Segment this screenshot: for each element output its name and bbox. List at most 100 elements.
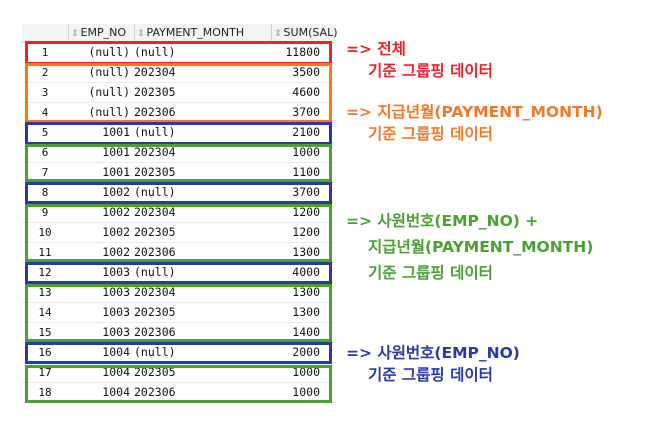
table-row[interactable]: 17 1004 202305 1000: [22, 363, 334, 383]
annotation-line: => 사원번호(EMP_NO) +: [346, 212, 539, 230]
row-number: 5: [41, 126, 49, 139]
table-row[interactable]: 11 1002 202306 1300: [22, 243, 334, 263]
table-row[interactable]: 2 (null) 202304 3500: [22, 63, 334, 83]
cell-sum-sal[interactable]: 2100: [292, 125, 320, 139]
group-box-emp-month-1003: [25, 284, 332, 342]
grid-header: ⇕ EMP_NO ⇕ PAYMENT_MONTH ⇕ SUM(SAL): [22, 24, 338, 43]
column-header-emp-no[interactable]: ⇕ EMP_NO: [68, 24, 135, 42]
column-header-payment-month[interactable]: ⇕ PAYMENT_MONTH: [134, 24, 272, 42]
cell-emp-no[interactable]: 1002: [102, 225, 130, 239]
cell-sum-sal[interactable]: 4600: [292, 85, 320, 99]
cell-sum-sal[interactable]: 2000: [292, 345, 320, 359]
cell-payment-month[interactable]: 202305: [134, 365, 176, 379]
table-row[interactable]: 14 1003 202305 1300: [22, 303, 334, 323]
cell-sum-sal[interactable]: 1100: [292, 165, 320, 179]
cell-emp-no[interactable]: (null): [88, 65, 130, 79]
table-row[interactable]: 3 (null) 202305 4600: [22, 83, 334, 103]
cell-sum-sal[interactable]: 1200: [292, 225, 320, 239]
cell-payment-month[interactable]: 202306: [134, 105, 176, 119]
row-number: 3: [41, 86, 49, 99]
cell-payment-month[interactable]: 202306: [134, 325, 176, 339]
row-number: 12: [38, 266, 52, 279]
row-number: 7: [41, 166, 49, 179]
cell-emp-no[interactable]: 1004: [102, 365, 130, 379]
sort-icon[interactable]: ⇕: [274, 29, 282, 39]
group-box-emp-month-1001: [25, 144, 332, 182]
table-row[interactable]: 6 1001 202304 1000: [22, 143, 334, 163]
table-row[interactable]: 9 1002 202304 1200: [22, 203, 334, 223]
cell-payment-month[interactable]: (null): [134, 125, 176, 139]
cell-payment-month[interactable]: 202305: [134, 225, 176, 239]
cell-sum-sal[interactable]: 3500: [292, 65, 320, 79]
table-row[interactable]: 10 1002 202305 1200: [22, 223, 334, 243]
cell-emp-no[interactable]: 1003: [102, 305, 130, 319]
row-number: 17: [38, 366, 52, 379]
cell-payment-month[interactable]: 202304: [134, 285, 176, 299]
group-box-emp-month-1004: [25, 365, 332, 403]
table-row[interactable]: 5 1001 (null) 2100: [22, 123, 334, 143]
cell-emp-no[interactable]: (null): [88, 105, 130, 119]
cell-payment-month[interactable]: (null): [134, 265, 176, 279]
row-number: 4: [41, 106, 49, 119]
cell-emp-no[interactable]: 1002: [102, 185, 130, 199]
sort-icon[interactable]: ⇕: [71, 29, 79, 39]
row-number: 16: [38, 346, 52, 359]
cell-payment-month[interactable]: 202305: [134, 165, 176, 179]
table-row[interactable]: 8 1002 (null) 3700: [22, 183, 334, 203]
cell-sum-sal[interactable]: 1000: [292, 385, 320, 399]
annotation-emp: => 사원번호(EMP_NO) 기준 그룹핑 데이터: [346, 342, 520, 386]
annotation-line: 기준 그룹핑 데이터: [368, 62, 493, 80]
cell-emp-no[interactable]: 1004: [102, 345, 130, 359]
cell-payment-month[interactable]: 202304: [134, 205, 176, 219]
cell-payment-month[interactable]: 202305: [134, 305, 176, 319]
cell-emp-no[interactable]: 1001: [102, 145, 130, 159]
row-number: 8: [41, 186, 49, 199]
group-box-emp-1004: [25, 342, 332, 364]
cell-sum-sal[interactable]: 1400: [292, 325, 320, 339]
cell-emp-no[interactable]: 1003: [102, 325, 130, 339]
cell-emp-no[interactable]: (null): [88, 85, 130, 99]
row-number: 14: [38, 306, 52, 319]
table-row[interactable]: 13 1003 202304 1300: [22, 283, 334, 303]
cell-payment-month[interactable]: 202304: [134, 65, 176, 79]
sort-icon[interactable]: ⇕: [137, 29, 145, 39]
row-number: 6: [41, 146, 49, 159]
cell-sum-sal[interactable]: 1000: [292, 145, 320, 159]
cell-sum-sal[interactable]: 3700: [292, 185, 320, 199]
group-box-month: [25, 63, 332, 123]
annotation-emp-month: => 사원번호(EMP_NO) + 지급년월(PAYMENT_MONTH) 기준…: [346, 208, 593, 286]
group-box-emp-1003: [25, 262, 332, 284]
cell-emp-no[interactable]: 1003: [102, 265, 130, 279]
cell-emp-no[interactable]: 1003: [102, 285, 130, 299]
group-box-emp-1001: [25, 122, 332, 145]
cell-payment-month[interactable]: (null): [134, 45, 176, 59]
cell-emp-no[interactable]: 1002: [102, 205, 130, 219]
cell-payment-month[interactable]: (null): [134, 185, 176, 199]
group-box-total: [25, 41, 332, 65]
cell-emp-no[interactable]: 1001: [102, 165, 130, 179]
cell-sum-sal[interactable]: 4000: [292, 265, 320, 279]
cell-emp-no[interactable]: 1002: [102, 245, 130, 259]
cell-sum-sal[interactable]: 1300: [292, 245, 320, 259]
cell-sum-sal[interactable]: 1300: [292, 305, 320, 319]
cell-emp-no[interactable]: (null): [88, 45, 130, 59]
cell-payment-month[interactable]: 202306: [134, 385, 176, 399]
cell-payment-month[interactable]: 202306: [134, 245, 176, 259]
column-header-sum-sal[interactable]: ⇕ SUM(SAL): [271, 24, 338, 42]
cell-sum-sal[interactable]: 3700: [292, 105, 320, 119]
cell-emp-no[interactable]: 1004: [102, 385, 130, 399]
annotation-line: => 사원번호(EMP_NO): [346, 344, 520, 362]
result-grid: 1 (null) (null) 11800 2 (null) 202304 3500 3 (nul…: [22, 43, 334, 403]
annotation-line: => 전체: [346, 40, 406, 58]
cell-emp-no[interactable]: 1001: [102, 125, 130, 139]
cell-sum-sal[interactable]: 1200: [292, 205, 320, 219]
cell-sum-sal[interactable]: 1300: [292, 285, 320, 299]
cell-payment-month[interactable]: 202305: [134, 85, 176, 99]
row-number: 13: [38, 286, 52, 299]
cell-sum-sal[interactable]: 1000: [292, 365, 320, 379]
cell-payment-month[interactable]: (null): [134, 345, 176, 359]
cell-sum-sal[interactable]: 11800: [285, 45, 320, 59]
row-number: 18: [38, 386, 52, 399]
row-number: 15: [38, 326, 52, 339]
cell-payment-month[interactable]: 202304: [134, 145, 176, 159]
